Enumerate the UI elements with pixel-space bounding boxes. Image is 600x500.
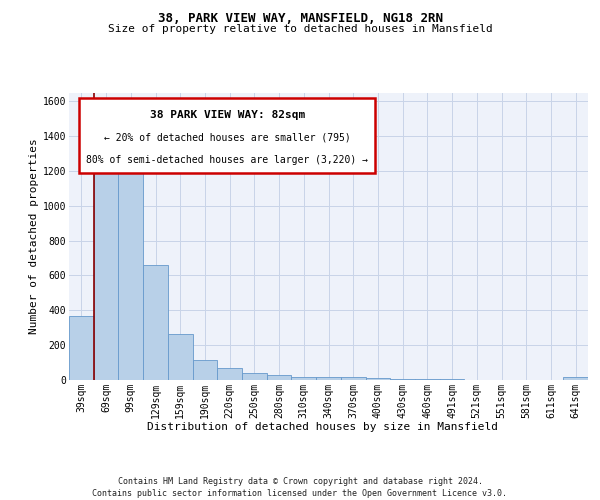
Text: 80% of semi-detached houses are larger (3,220) →: 80% of semi-detached houses are larger (… — [86, 154, 368, 164]
Text: ← 20% of detached houses are smaller (795): ← 20% of detached houses are smaller (79… — [104, 132, 350, 142]
Text: Size of property relative to detached houses in Mansfield: Size of property relative to detached ho… — [107, 24, 493, 34]
Text: 38 PARK VIEW WAY: 82sqm: 38 PARK VIEW WAY: 82sqm — [149, 110, 305, 120]
Y-axis label: Number of detached properties: Number of detached properties — [29, 138, 38, 334]
Bar — [79, 98, 375, 173]
Text: 38, PARK VIEW WAY, MANSFIELD, NG18 2RN: 38, PARK VIEW WAY, MANSFIELD, NG18 2RN — [157, 12, 443, 26]
Bar — [563, 376, 588, 380]
Text: Distribution of detached houses by size in Mansfield: Distribution of detached houses by size … — [147, 422, 498, 432]
Bar — [69, 316, 94, 380]
Bar — [242, 374, 267, 380]
Bar — [143, 265, 168, 380]
Bar — [415, 379, 440, 380]
Bar — [217, 368, 242, 380]
Bar — [365, 378, 390, 380]
Bar — [168, 334, 193, 380]
Bar — [390, 378, 415, 380]
Text: Contains HM Land Registry data © Crown copyright and database right 2024.
Contai: Contains HM Land Registry data © Crown c… — [92, 476, 508, 498]
Bar — [94, 158, 118, 380]
Bar — [292, 376, 316, 380]
Bar — [267, 375, 292, 380]
Bar — [316, 377, 341, 380]
Bar — [118, 168, 143, 380]
Bar — [193, 360, 217, 380]
Bar — [341, 378, 365, 380]
